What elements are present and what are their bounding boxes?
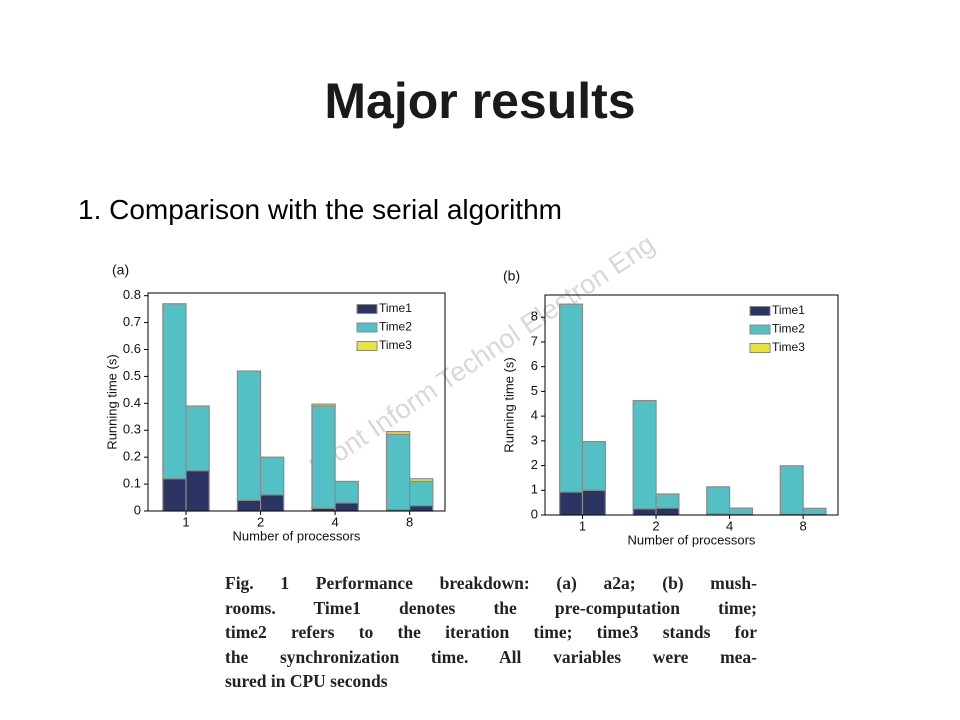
- caption-line: time2 refers to the iteration time; time…: [225, 622, 757, 643]
- bar-segment: [334, 480, 359, 504]
- bar-segment: [259, 456, 285, 496]
- bar-segment: [236, 370, 262, 501]
- legend-swatch: [749, 306, 771, 316]
- x-tick-label: 2: [652, 518, 659, 533]
- bar-segment: [185, 405, 210, 472]
- legend-label: Time1: [379, 301, 412, 315]
- bar-segment: [236, 499, 262, 512]
- bar-segment: [632, 508, 657, 516]
- legend-label: Time3: [772, 340, 805, 354]
- y-tick-label: 8: [531, 309, 538, 324]
- bar-segment: [409, 505, 434, 512]
- plot-frame: [147, 292, 446, 512]
- legend-label: Time1: [772, 303, 805, 317]
- y-tick-label: 0.3: [123, 422, 141, 437]
- panel-label: (b): [503, 268, 520, 284]
- x-axis-label: Number of processors: [628, 532, 756, 547]
- y-tick-label: 1: [531, 482, 538, 497]
- legend-swatch: [356, 304, 378, 314]
- panel-label: (a): [112, 262, 129, 278]
- bar-segment: [334, 502, 359, 512]
- bar-segment: [802, 507, 827, 515]
- legend-swatch: [356, 322, 378, 333]
- caption-line: rooms. Time1 denotes the pre-computation…: [225, 597, 757, 618]
- y-axis-label: Running time (s): [501, 357, 516, 452]
- legend-swatch: [749, 324, 771, 335]
- legend-label: Time2: [772, 322, 805, 336]
- bar-segment: [259, 494, 285, 512]
- bar-segment: [409, 480, 434, 507]
- watermark: Front Inform Technol Electron Eng: [304, 229, 660, 483]
- y-axis-label: Running time (s): [104, 354, 119, 449]
- x-tick-label: 1: [182, 514, 189, 529]
- slide-title: Major results: [324, 73, 636, 129]
- legend-label: Time3: [379, 338, 412, 352]
- x-tick-label: 8: [800, 518, 807, 533]
- legend-label: Time2: [379, 320, 412, 334]
- x-axis-label: Number of processors: [233, 528, 361, 543]
- bar-segment: [706, 486, 731, 515]
- y-tick-label: 6: [531, 358, 538, 373]
- y-tick-label: 0.7: [123, 314, 141, 329]
- y-tick-label: 0: [134, 502, 141, 517]
- y-tick-label: 0.5: [123, 368, 141, 383]
- y-tick-label: 5: [531, 383, 538, 398]
- legend-swatch: [749, 343, 771, 353]
- y-tick-label: 7: [531, 333, 538, 348]
- legend-swatch: [356, 341, 378, 351]
- y-tick-label: 4: [531, 408, 538, 423]
- bar-segment: [162, 303, 187, 480]
- bar-segment: [311, 405, 336, 509]
- bar-segment: [385, 431, 411, 435]
- bar-segment: [632, 399, 657, 510]
- x-tick-label: 1: [579, 518, 586, 533]
- caption-line: Fig. 1 Performance breakdown: (a) a2a; (…: [225, 573, 757, 593]
- x-tick-label: 2: [257, 514, 264, 529]
- bar-segment: [162, 478, 187, 512]
- plot-frame: [544, 294, 839, 516]
- y-tick-label: 0.6: [123, 341, 141, 356]
- x-tick-label: 8: [406, 514, 413, 529]
- bar-segment: [779, 465, 804, 515]
- y-tick-label: 0.1: [123, 476, 141, 491]
- bar-segment: [559, 491, 584, 516]
- bar-segment: [655, 507, 680, 516]
- bar-segment: [385, 433, 411, 511]
- bar-segment: [581, 489, 606, 516]
- x-tick-label: 4: [331, 514, 338, 529]
- caption-line: the synchronization time. All variables …: [225, 646, 757, 667]
- bar-segment: [409, 478, 434, 482]
- y-tick-label: 0: [531, 506, 538, 521]
- figure-caption: Fig. 1 Performance breakdown: (a) a2a; (…: [225, 571, 757, 694]
- bar-segment: [311, 403, 336, 407]
- bar-segment: [581, 440, 606, 491]
- y-tick-label: 0.4: [123, 395, 141, 410]
- y-tick-label: 0.2: [123, 449, 141, 464]
- caption-line: sured in CPU seconds: [225, 671, 388, 692]
- y-tick-label: 0.8: [123, 287, 141, 302]
- y-tick-label: 2: [531, 457, 538, 472]
- x-tick-label: 4: [726, 518, 733, 533]
- y-tick-label: 3: [531, 432, 538, 447]
- bar-segment: [655, 493, 680, 509]
- bar-segment: [559, 303, 584, 493]
- bar-segment: [728, 507, 754, 515]
- bar-segment: [185, 470, 210, 512]
- slide-subtitle: 1. Comparison with the serial algorithm: [78, 194, 562, 225]
